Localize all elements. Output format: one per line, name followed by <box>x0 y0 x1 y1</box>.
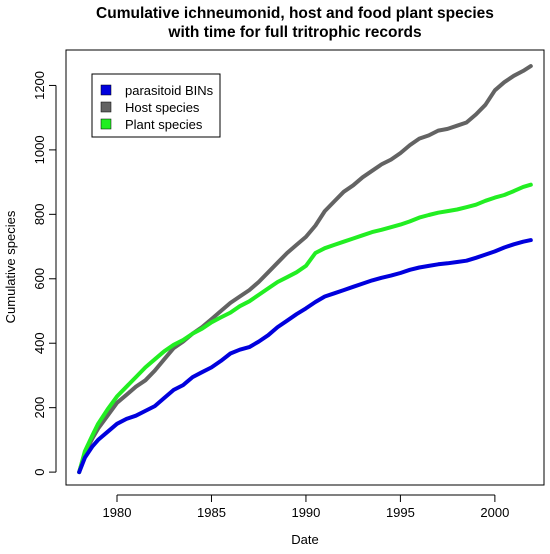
legend-swatch-plant-species <box>100 118 112 130</box>
y-tick-label: 200 <box>32 397 47 419</box>
plot-frame <box>65 49 545 486</box>
y-tick-label: 400 <box>32 332 47 354</box>
x-tick-label: 1985 <box>197 505 226 520</box>
y-tick-label: 1200 <box>32 71 47 100</box>
legend-label-plant-species: Plant species <box>125 117 203 132</box>
y-tick-label: 0 <box>32 468 47 475</box>
x-tick-label: 2000 <box>480 505 509 520</box>
series-line-parasitoid-bins <box>77 238 533 475</box>
series-layer <box>77 64 533 475</box>
legend-label-host-species: Host species <box>125 100 200 115</box>
chart-title-line-2: with time for full tritrophic records <box>167 24 421 41</box>
x-axis-label: Date <box>291 532 318 547</box>
legend: parasitoid BINs Host species Plant speci… <box>91 73 221 138</box>
y-tick-label: 600 <box>32 268 47 290</box>
x-tick-label: 1980 <box>103 505 132 520</box>
y-tick-label: 800 <box>32 203 47 225</box>
legend-label-parasitoid-bins: parasitoid BINs <box>125 83 214 98</box>
series-line-host-species <box>77 64 533 475</box>
y-axis: 0 200 400 600 800 1000 1200 <box>32 71 57 476</box>
x-tick-label: 1990 <box>291 505 320 520</box>
series-line-plant-species <box>77 182 533 475</box>
legend-swatch-parasitoid-bins <box>100 84 112 96</box>
legend-swatch-host-species <box>100 101 112 113</box>
chart-title-line-1: Cumulative ichneumonid, host and food pl… <box>96 5 494 22</box>
legend-box <box>91 73 221 138</box>
x-tick-label: 1995 <box>386 505 415 520</box>
x-axis: 1980 1985 1990 1995 2000 <box>103 494 509 520</box>
y-tick-label: 1000 <box>32 135 47 164</box>
y-axis-label: Cumulative species <box>3 210 18 323</box>
